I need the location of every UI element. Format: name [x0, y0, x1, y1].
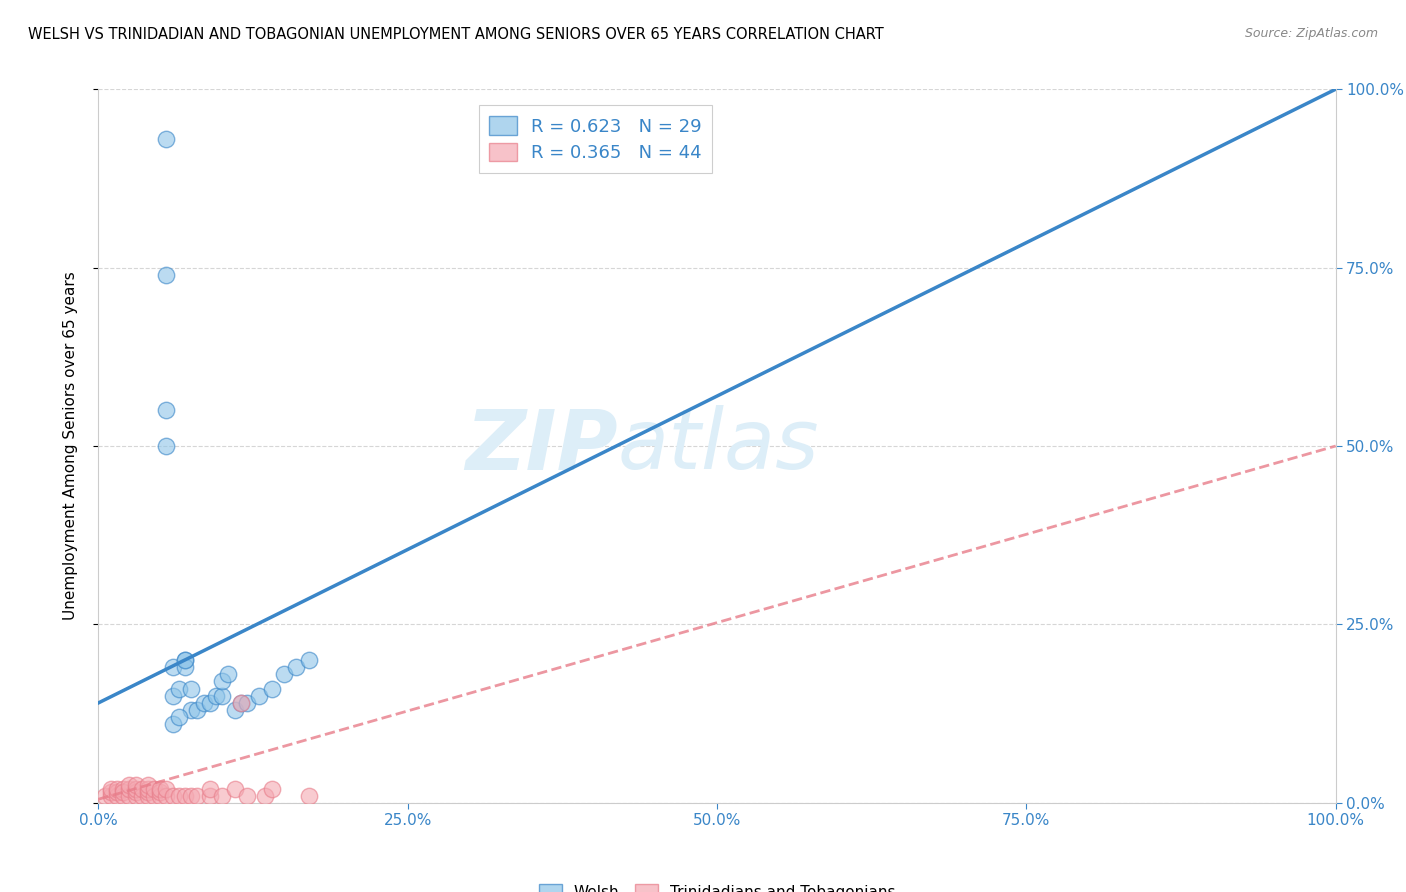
Point: [224, 703, 246, 717]
Point: [198, 781, 221, 796]
Point: [211, 674, 233, 689]
Point: [155, 439, 177, 453]
Point: [155, 403, 177, 417]
Point: [162, 660, 184, 674]
Point: [198, 789, 221, 803]
Point: [229, 696, 252, 710]
Text: Source: ZipAtlas.com: Source: ZipAtlas.com: [1244, 27, 1378, 40]
Point: [224, 781, 246, 796]
Point: [124, 778, 146, 792]
Point: [211, 789, 233, 803]
Point: [105, 781, 128, 796]
Point: [174, 653, 197, 667]
Point: [273, 667, 295, 681]
Point: [149, 789, 172, 803]
Point: [180, 789, 202, 803]
Point: [247, 689, 270, 703]
Point: [105, 789, 128, 803]
Point: [155, 268, 177, 282]
Point: [167, 789, 190, 803]
Point: [124, 785, 146, 799]
Point: [100, 781, 122, 796]
Point: [100, 785, 122, 799]
Point: [112, 789, 135, 803]
Point: [93, 789, 115, 803]
Point: [298, 789, 321, 803]
Point: [162, 689, 184, 703]
Point: [217, 667, 239, 681]
Point: [198, 696, 221, 710]
Point: [180, 703, 202, 717]
Point: [118, 778, 141, 792]
Point: [211, 689, 233, 703]
Point: [155, 789, 177, 803]
Point: [174, 789, 197, 803]
Point: [167, 681, 190, 696]
Point: [205, 689, 228, 703]
Point: [180, 681, 202, 696]
Point: [112, 785, 135, 799]
Point: [124, 789, 146, 803]
Point: [285, 660, 308, 674]
Point: [174, 653, 197, 667]
Point: [229, 696, 252, 710]
Text: ZIP: ZIP: [465, 406, 619, 486]
Point: [186, 703, 208, 717]
Point: [112, 781, 135, 796]
Y-axis label: Unemployment Among Seniors over 65 years: Unemployment Among Seniors over 65 years: [63, 272, 77, 620]
Point: [118, 781, 141, 796]
Point: [131, 781, 153, 796]
Point: [136, 785, 159, 799]
Point: [155, 132, 177, 146]
Point: [105, 785, 128, 799]
Text: atlas: atlas: [619, 406, 820, 486]
Point: [186, 789, 208, 803]
Point: [236, 696, 259, 710]
Point: [260, 681, 283, 696]
Legend: Welsh, Trinidadians and Tobagonians: Welsh, Trinidadians and Tobagonians: [530, 875, 904, 892]
Point: [260, 781, 283, 796]
Point: [124, 781, 146, 796]
Point: [143, 789, 166, 803]
Point: [100, 789, 122, 803]
Text: WELSH VS TRINIDADIAN AND TOBAGONIAN UNEMPLOYMENT AMONG SENIORS OVER 65 YEARS COR: WELSH VS TRINIDADIAN AND TOBAGONIAN UNEM…: [28, 27, 884, 42]
Point: [236, 789, 259, 803]
Point: [155, 781, 177, 796]
Point: [136, 789, 159, 803]
Point: [136, 781, 159, 796]
Point: [193, 696, 215, 710]
Point: [149, 785, 172, 799]
Point: [162, 717, 184, 731]
Point: [162, 789, 184, 803]
Point: [254, 789, 277, 803]
Point: [136, 778, 159, 792]
Point: [118, 789, 141, 803]
Point: [167, 710, 190, 724]
Point: [149, 781, 172, 796]
Point: [143, 781, 166, 796]
Point: [298, 653, 321, 667]
Point: [174, 660, 197, 674]
Point: [131, 789, 153, 803]
